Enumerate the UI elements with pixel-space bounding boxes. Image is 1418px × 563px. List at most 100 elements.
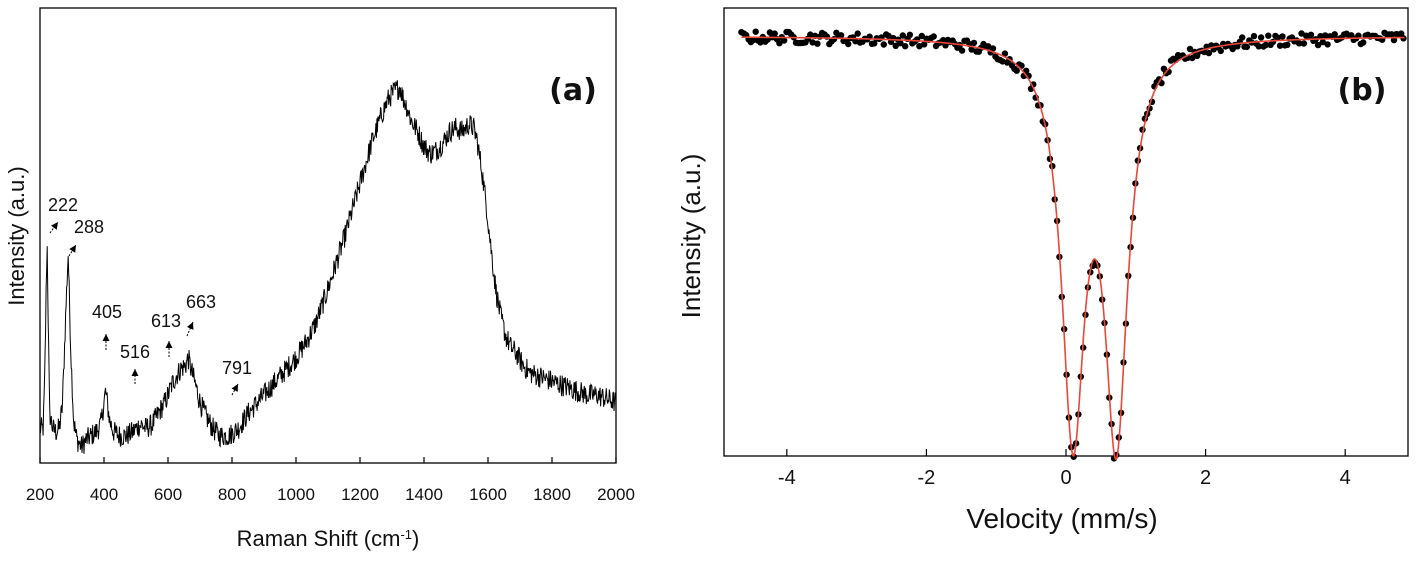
panel-a-peak-label: 663 <box>186 292 216 312</box>
panel-b-data-point <box>899 32 906 39</box>
panel-b-data-point <box>1279 33 1286 40</box>
panel-b-data-point <box>1217 47 1225 55</box>
panel-a-peak-arrow-shaft <box>186 321 194 337</box>
panel-a-series-group <box>39 80 617 454</box>
panel-a-x-tick-label: 2000 <box>597 485 635 504</box>
panel-b-data-point <box>902 43 909 50</box>
panel-b-x-tick-label: 0 <box>1060 467 1071 489</box>
panel-b-data-point <box>968 46 975 53</box>
panel-a-x-tick-label: 1400 <box>405 485 443 504</box>
panel-b-data-point <box>757 39 764 46</box>
panel-b-fit-curve <box>741 36 1405 461</box>
panel-b-data-point <box>1269 38 1277 46</box>
panel-a-frame <box>39 7 617 464</box>
panel-b-data-point <box>1186 45 1194 53</box>
panel-b-data-point <box>930 33 937 40</box>
panel-a-peak-arrowhead <box>187 322 194 330</box>
panel-b-data-point <box>921 41 928 48</box>
panel-b-data-point <box>1205 49 1213 57</box>
panel-b-data-point <box>1276 42 1284 49</box>
panel-b-data-point <box>1307 31 1315 38</box>
panel-b-x-axis-label: Velocity (mm/s) <box>966 503 1157 534</box>
panel-a-spectrum-line <box>39 80 617 454</box>
panel-a-peak-label: 516 <box>120 342 150 362</box>
panel-b-data-point <box>880 41 887 48</box>
panel-b-data-point <box>1324 41 1331 48</box>
panel-a-x-axis-label-sup: -1 <box>400 527 412 542</box>
panel-a-x-tick-label: 1800 <box>533 485 571 504</box>
panel-a-peak-arrowhead <box>69 245 76 253</box>
panel-b-data-point <box>1189 54 1196 62</box>
panel-b-data-point <box>906 31 914 38</box>
panel-a-x-axis-label: Raman Shift (cm-1) <box>237 526 420 551</box>
panel-a-x-tick-label: 800 <box>218 485 246 504</box>
panel-a-peak-label: 222 <box>48 195 78 215</box>
panel-a-x-tick-label: 600 <box>154 485 182 504</box>
panel-b-data-point <box>1322 32 1329 39</box>
panel-b-x-tick-label: 4 <box>1340 467 1351 489</box>
panel-b-data-point <box>1317 33 1324 40</box>
panel-b-data-point <box>958 47 966 54</box>
panel-a-peak-label: 405 <box>92 302 122 322</box>
panel-b-data-point <box>1360 39 1367 46</box>
panel-b-data-point <box>837 32 845 39</box>
panel-b-data-point <box>1295 40 1303 47</box>
panel-a-x-tick-label: 400 <box>90 485 118 504</box>
panel-a-peak-label: 791 <box>222 358 252 378</box>
panel-b-data-point <box>985 43 992 50</box>
panel-a-x-tick-label: 200 <box>26 485 54 504</box>
panel-b-data-point <box>1250 32 1258 40</box>
panel-b-data-point <box>1314 41 1322 49</box>
panel-a-peak-arrowhead <box>102 334 110 341</box>
panel-b-data-point <box>916 43 923 50</box>
panel-a-peak-label: 613 <box>151 311 181 331</box>
panel-b-data-point <box>1319 38 1327 46</box>
panel-a-x-tick-label: 1000 <box>277 485 315 504</box>
panel-b-data-point <box>897 40 904 47</box>
panel-b-fit-group <box>741 36 1405 461</box>
panel-a-x-axis-label-close: ) <box>412 526 419 551</box>
panel-b-data-point <box>776 40 783 47</box>
panel-b-data-point <box>809 39 816 46</box>
panel-a-peak-arrowhead <box>131 369 139 376</box>
panel-b-data-point <box>1300 40 1308 47</box>
panel-a-x-tick-label: 1600 <box>469 485 507 504</box>
panel-b-data-point <box>854 30 861 37</box>
panel-a-peak-arrowhead <box>165 341 173 348</box>
panel-a-x-ticks: 200 400 600 800 1000 1200 1400 1600 1800 2000 <box>26 457 635 504</box>
panel-b-data-point <box>771 30 778 37</box>
panel-a-y-axis-label: Intensity (a.u.) <box>4 166 29 305</box>
panel-a-x-axis-label-main: Raman Shift (cm <box>237 526 401 551</box>
panel-b-data-point <box>1255 43 1263 50</box>
panel-b-data-point <box>1331 31 1338 38</box>
panel-b-x-tick-label: -2 <box>918 467 936 489</box>
panel-b-frame <box>723 7 1409 457</box>
panel-b-data-point <box>892 42 899 49</box>
panel-b-data-point <box>766 29 774 36</box>
panel-b-data-point <box>1239 34 1246 41</box>
panel-b-x-tick-label: 2 <box>1200 467 1211 489</box>
panel-b-data-point <box>1284 41 1291 48</box>
panel-a-peak-arrowhead <box>231 384 238 392</box>
panel-a-peak-label: 288 <box>74 217 104 237</box>
panel-a-x-tick-label: 1200 <box>341 485 379 504</box>
panel-b-data-point <box>781 37 788 44</box>
panel-b-mossbauer-chart: -4 -2 0 2 4 (b) Velocity (mm/s) Intensity (a… <box>676 7 1409 534</box>
panel-b-x-ticks: -4 -2 0 2 4 <box>778 449 1351 489</box>
panel-b-data-point <box>845 40 852 48</box>
panel-b-data-point <box>1013 67 1020 74</box>
panel-b-data-point <box>1388 31 1395 38</box>
panel-b-data-point <box>989 45 997 52</box>
panel-a-peak-arrowhead <box>51 222 58 230</box>
panel-b-data-point <box>1257 34 1265 41</box>
panel-a-label: (a) <box>549 73 597 108</box>
panel-b-data-point <box>1243 43 1251 51</box>
panel-b-data-point <box>970 39 978 47</box>
panel-b-data-point <box>1265 32 1272 39</box>
panel-b-data-point <box>871 40 878 47</box>
panel-b-data-point <box>1001 50 1009 57</box>
panel-a-raman-chart: 200 400 600 800 1000 1200 1400 1600 1800 2000 222… <box>4 7 635 551</box>
